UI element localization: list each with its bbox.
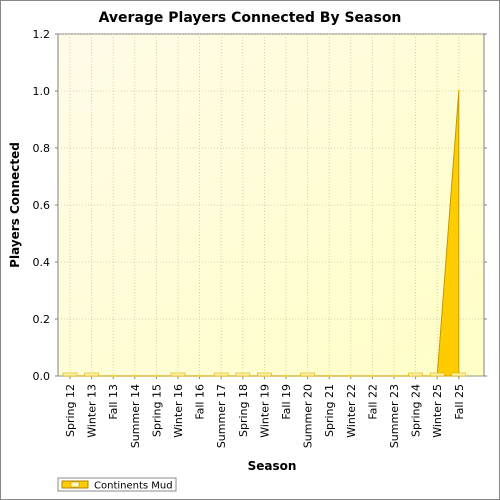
data-point: [457, 89, 460, 93]
y-axis-ticks: 0.0 0.2 0.4 0.6 0.8 1.0 1.2: [33, 28, 487, 383]
x-tick-label: Summer 17: [215, 384, 228, 448]
data-point: [198, 374, 201, 378]
zero-marker: [62, 372, 78, 377]
zero-marker: [235, 372, 251, 377]
x-tick-label: Summer 23: [388, 384, 401, 448]
x-tick-label: Spring 24: [410, 384, 423, 437]
y-tick-label: 0.8: [33, 142, 51, 155]
data-point: [371, 374, 374, 378]
data-point: [328, 374, 331, 378]
zero-marker: [451, 372, 467, 377]
x-tick-label: Spring 18: [237, 384, 250, 437]
zero-marker: [429, 372, 445, 377]
y-tick-label: 1.0: [33, 85, 51, 98]
zero-marker: [257, 372, 272, 377]
zero-marker: [84, 372, 99, 377]
x-tick-label: Spring 12: [64, 384, 77, 437]
x-tick-label: Spring 15: [150, 384, 163, 437]
y-tick-label: 0.0: [33, 370, 51, 383]
legend-entry: Continents Mud: [94, 481, 173, 492]
x-tick-label: Summer 20: [302, 384, 315, 448]
series-layer: [62, 89, 467, 378]
data-point: [392, 374, 396, 378]
zero-marker: [300, 372, 315, 377]
x-tick-label: Winter 13: [86, 384, 99, 438]
y-tick-label: 0.6: [33, 199, 51, 212]
x-tick-label: Spring 21: [323, 384, 336, 437]
data-point: [133, 374, 136, 378]
data-point: [284, 374, 288, 378]
x-tick-label: Summer 14: [129, 384, 142, 448]
x-axis-label: Season: [248, 459, 297, 473]
legend-marker: [70, 481, 80, 488]
zero-marker: [408, 372, 423, 377]
data-point: [112, 374, 115, 378]
zero-marker: [170, 372, 186, 377]
x-tick-label: Fall 16: [194, 384, 207, 420]
data-point: [349, 374, 352, 378]
x-tick-label: Winter 25: [431, 384, 444, 438]
x-tick-label: Winter 22: [345, 384, 358, 438]
data-point: [155, 374, 158, 378]
x-tick-label: Fall 19: [280, 384, 293, 420]
y-axis-label: Players Connected: [8, 142, 22, 268]
chart-title: Average Players Connected By Season: [99, 10, 402, 26]
x-tick-label: Winter 16: [172, 384, 185, 438]
x-tick-label: Winter 19: [258, 384, 271, 438]
x-axis-ticks: Spring 12 Winter 13 Fall 13 Summer 14 Spring…: [64, 376, 466, 448]
x-tick-label: Fall 22: [366, 384, 379, 420]
zero-marker: [213, 372, 229, 377]
y-tick-label: 0.4: [33, 256, 51, 269]
grid-lines: [58, 33, 484, 377]
x-tick-label: Fall 13: [107, 384, 120, 420]
y-tick-label: 1.2: [33, 28, 51, 41]
y-tick-label: 0.2: [33, 313, 51, 326]
x-tick-label: Fall 25: [453, 384, 466, 420]
